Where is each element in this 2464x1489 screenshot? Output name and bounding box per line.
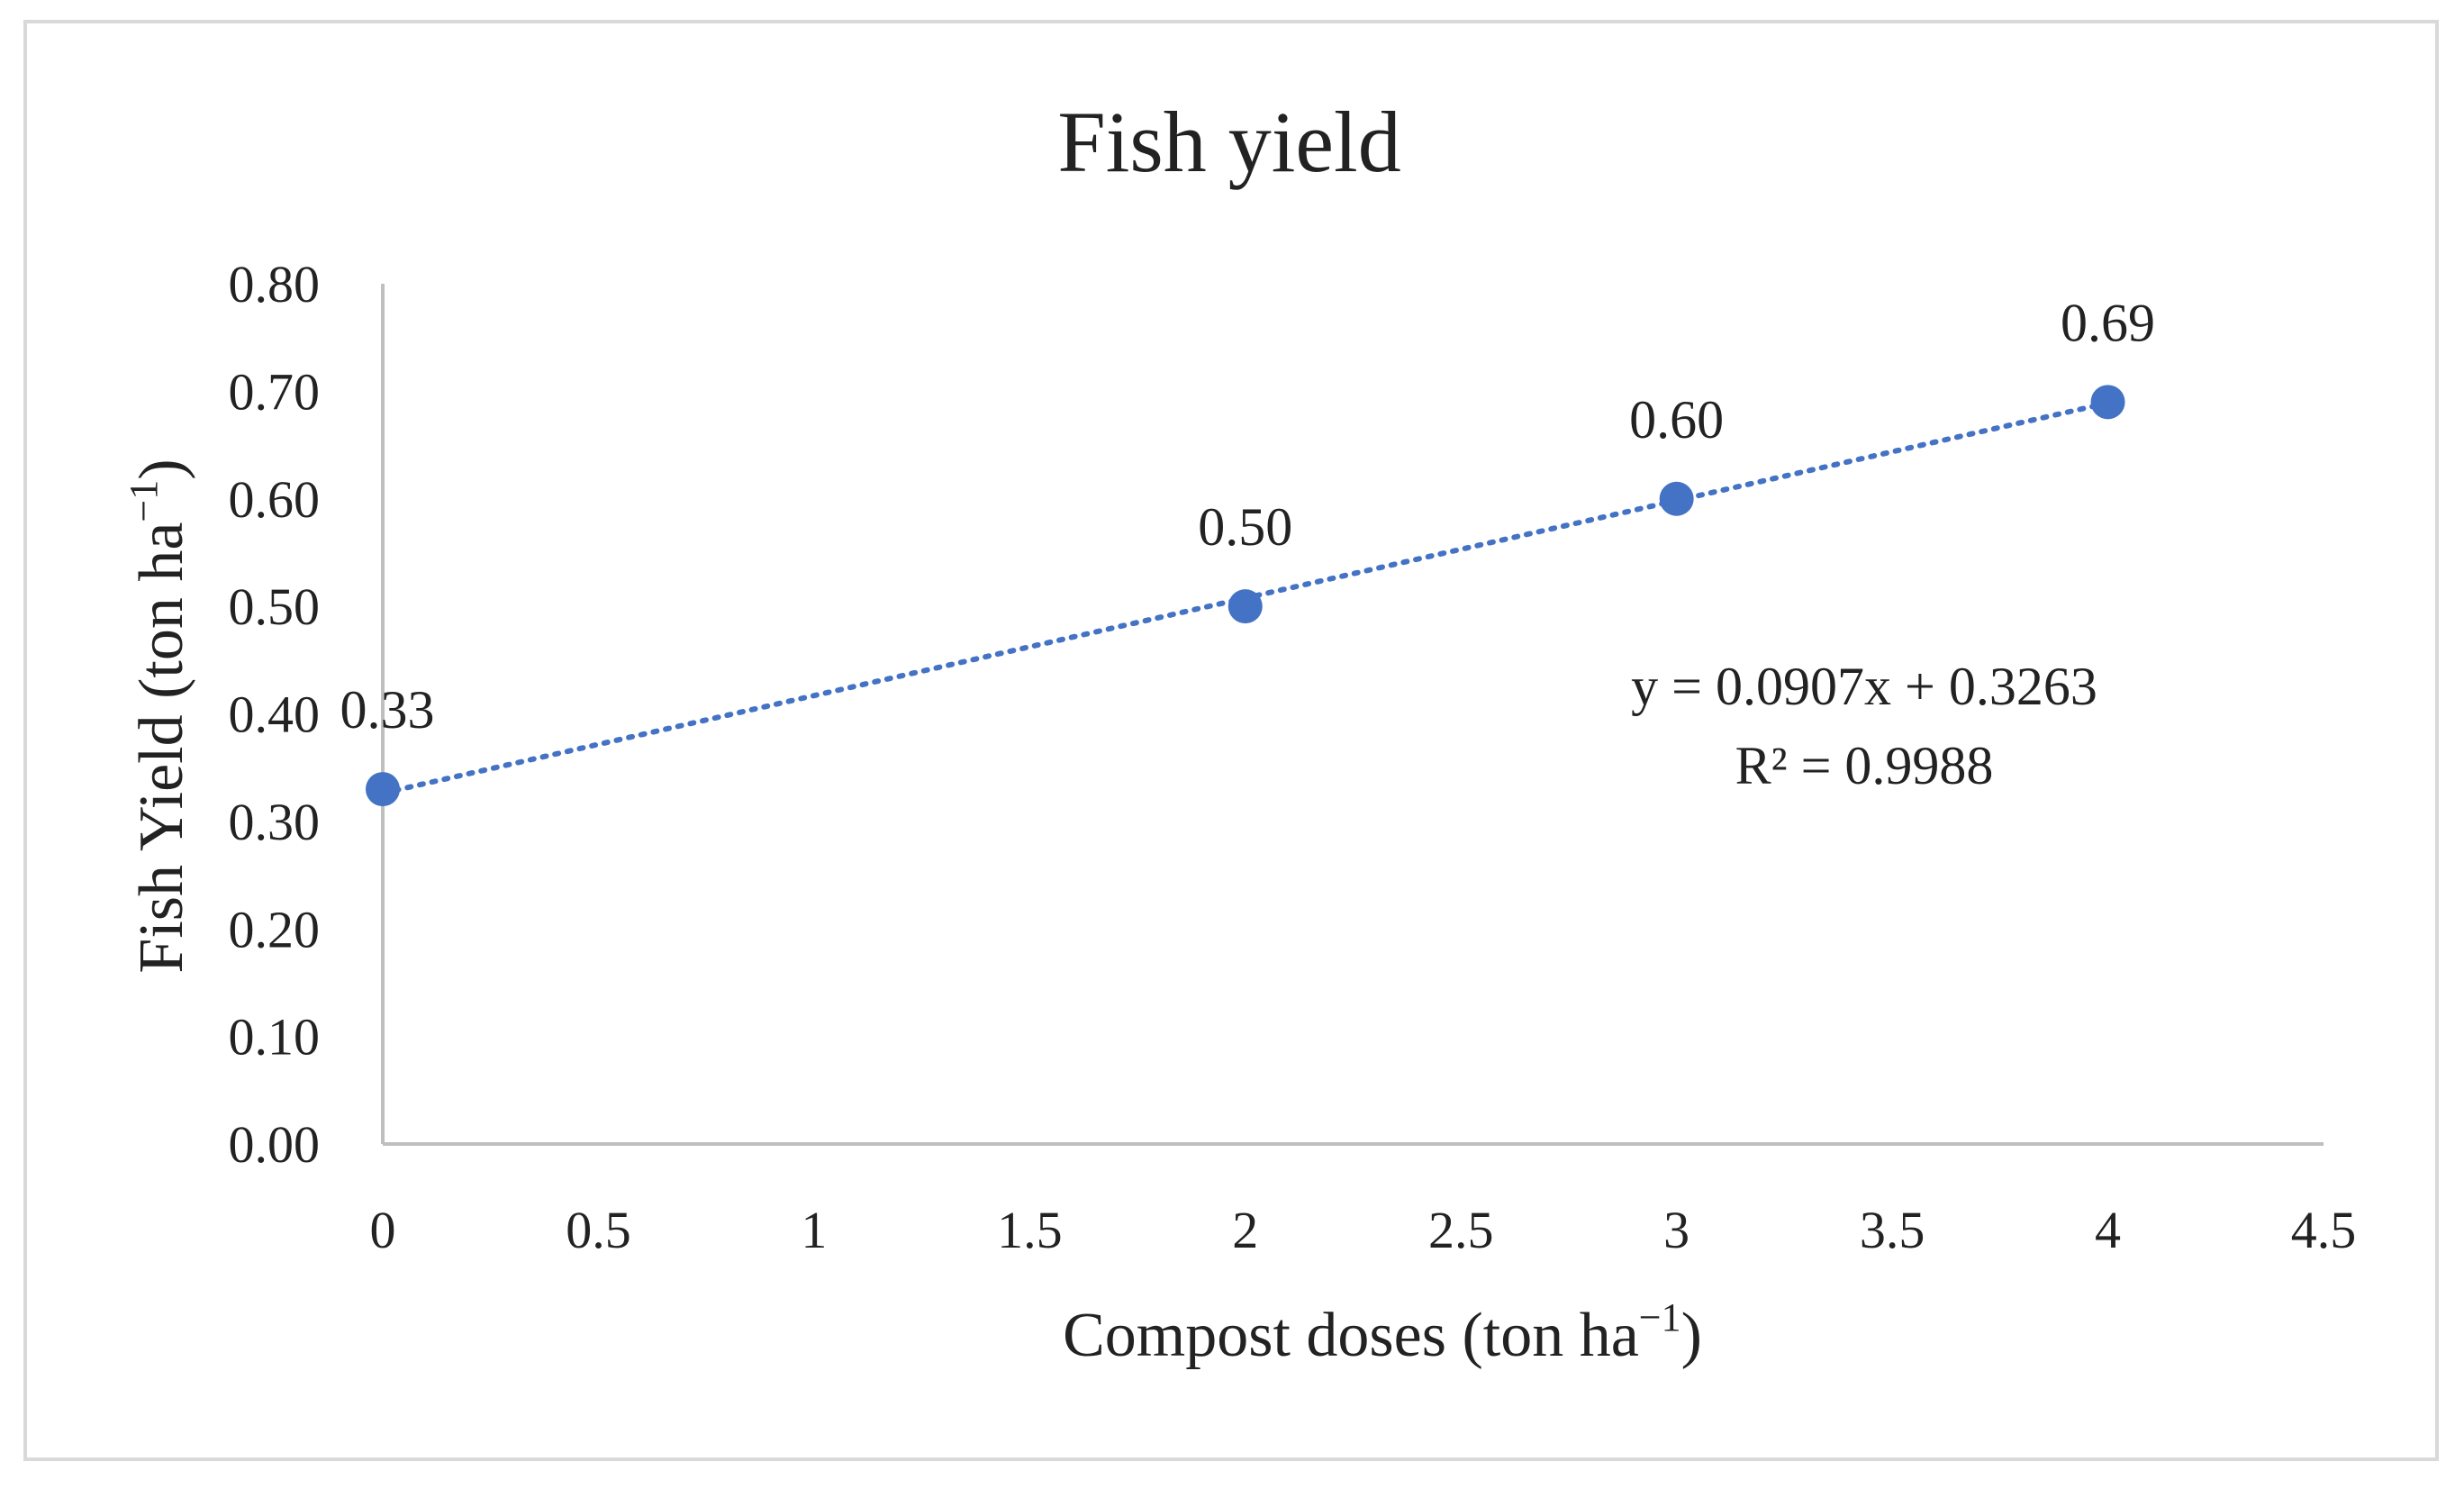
x-tick-label: 0.5 bbox=[566, 1201, 631, 1259]
y-axis-label-superscript: −1 bbox=[122, 480, 166, 522]
y-tick-label: 0.60 bbox=[229, 470, 321, 529]
data-label: 0.50 bbox=[1198, 497, 1292, 557]
y-axis-label: Fish Yield (ton ha−1) bbox=[122, 459, 196, 973]
data-point bbox=[2090, 385, 2125, 420]
data-points bbox=[366, 385, 2125, 807]
y-tick-label: 0.50 bbox=[229, 577, 321, 636]
x-tick-label: 0 bbox=[370, 1201, 396, 1259]
data-point bbox=[1227, 589, 1263, 624]
data-label: 0.69 bbox=[2061, 293, 2155, 352]
x-axis-label-text: Compost doses (ton ha bbox=[1063, 1301, 1639, 1370]
y-tick-label: 0.30 bbox=[229, 793, 321, 851]
trendline-equation: y = 0.0907x + 0.3263 bbox=[1631, 657, 2097, 716]
data-label: 0.60 bbox=[1629, 390, 1724, 449]
chart-border bbox=[23, 20, 2439, 1461]
x-tick-label: 4.5 bbox=[2291, 1201, 2357, 1259]
x-axis-label: Compost doses (ton ha−1) bbox=[1063, 1295, 1702, 1370]
x-axis-label-close: ) bbox=[1681, 1301, 1702, 1370]
x-tick-label: 1 bbox=[801, 1201, 827, 1259]
y-axis-label-close: ) bbox=[127, 459, 196, 479]
data-point bbox=[366, 772, 400, 807]
data-labels: 0.33 0.50 0.60 0.69 bbox=[340, 293, 2156, 740]
x-tick-label: 3 bbox=[1663, 1201, 1689, 1259]
y-tick-label: 0.10 bbox=[229, 1008, 321, 1067]
data-label: 0.33 bbox=[340, 680, 435, 740]
y-axis-label-text: Fish Yield (ton ha bbox=[127, 522, 196, 974]
x-tick-label: 2.5 bbox=[1428, 1201, 1494, 1259]
y-tick-label: 0.80 bbox=[229, 255, 321, 313]
x-tick-label: 1.5 bbox=[997, 1201, 1063, 1259]
y-tick-label: 0.70 bbox=[229, 362, 321, 421]
x-tick-label: 3.5 bbox=[1860, 1201, 1925, 1259]
y-tick-label: 0.20 bbox=[229, 900, 321, 958]
x-tick-label: 4 bbox=[2095, 1201, 2121, 1259]
x-axis-label-superscript: −1 bbox=[1639, 1295, 1681, 1339]
data-point bbox=[1659, 481, 1694, 516]
trendline-r-squared: R² = 0.9988 bbox=[1735, 736, 1994, 795]
x-tick-label: 2 bbox=[1232, 1201, 1258, 1259]
chart-title: Fish yield bbox=[1057, 94, 1400, 190]
y-tick-label: 0.40 bbox=[229, 685, 321, 744]
x-axis-ticks: 0 0.5 1 1.5 2 2.5 3 3.5 4 4.5 bbox=[370, 1201, 2357, 1259]
y-axis-ticks: 0.00 0.10 0.20 0.30 0.40 0.50 0.60 0.70 0.80 bbox=[229, 255, 321, 1174]
y-tick-label: 0.00 bbox=[229, 1115, 321, 1174]
